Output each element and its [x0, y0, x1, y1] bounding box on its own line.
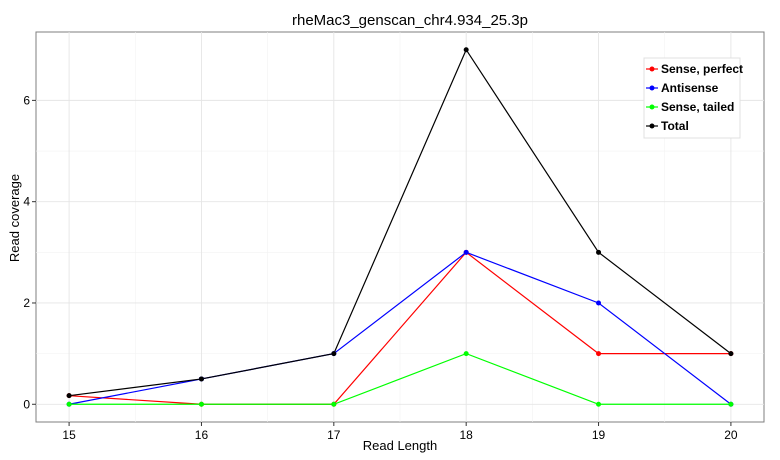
x-axis-ticks: 15 16 17 18 19 20 — [62, 422, 738, 442]
y-tick-label: 6 — [23, 93, 30, 107]
y-axis-ticks: 0 2 4 6 — [23, 93, 36, 411]
x-tick-label: 15 — [62, 428, 76, 442]
series-line-1 — [68, 251, 732, 405]
data-point — [331, 351, 337, 357]
x-axis-label: Read Length — [363, 438, 437, 453]
x-tick-label: 19 — [592, 428, 606, 442]
legend-key-point — [649, 104, 655, 110]
legend-label: Sense, tailed — [661, 100, 734, 114]
data-point — [728, 401, 734, 407]
series-points — [66, 47, 734, 407]
y-axis-label: Read coverage — [7, 174, 22, 262]
legend-label: Antisense — [661, 81, 719, 95]
data-point — [596, 401, 602, 407]
series-lines — [68, 48, 732, 405]
data-point — [198, 376, 204, 382]
series-line-3 — [69, 48, 732, 397]
y-tick-label: 0 — [23, 397, 30, 411]
data-point — [596, 300, 602, 306]
data-point — [728, 351, 734, 357]
y-tick-label: 2 — [23, 296, 30, 310]
chart-title: rheMac3_genscan_chr4.934_25.3p — [292, 12, 528, 29]
data-point — [198, 401, 204, 407]
legend-label: Sense, perfect — [661, 62, 743, 76]
data-point — [596, 351, 602, 357]
legend-key-point — [649, 66, 655, 72]
data-point — [66, 393, 72, 399]
x-tick-label: 16 — [195, 428, 209, 442]
data-point — [331, 401, 337, 407]
data-point — [596, 249, 602, 255]
legend-key-point — [649, 123, 655, 129]
data-point — [66, 401, 72, 407]
data-point — [463, 249, 469, 255]
legend: Sense, perfect Antisense Sense, tailed Tota… — [643, 57, 743, 139]
legend-box — [643, 57, 741, 139]
y-tick-label: 4 — [23, 195, 30, 209]
x-tick-label: 17 — [327, 428, 341, 442]
data-point — [463, 351, 469, 357]
x-tick-label: 18 — [460, 428, 474, 442]
series-line-2 — [69, 352, 731, 405]
legend-key-point — [649, 85, 655, 91]
data-point — [463, 47, 469, 53]
x-tick-label: 20 — [724, 428, 738, 442]
series-line-0 — [69, 251, 731, 405]
legend-label: Total — [661, 119, 689, 133]
